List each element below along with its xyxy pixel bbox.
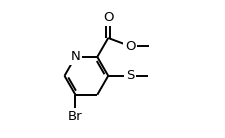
Text: S: S	[125, 69, 134, 82]
Text: O: O	[103, 11, 113, 24]
Text: Br: Br	[68, 110, 82, 123]
Text: O: O	[124, 40, 135, 53]
Text: N: N	[70, 50, 80, 63]
